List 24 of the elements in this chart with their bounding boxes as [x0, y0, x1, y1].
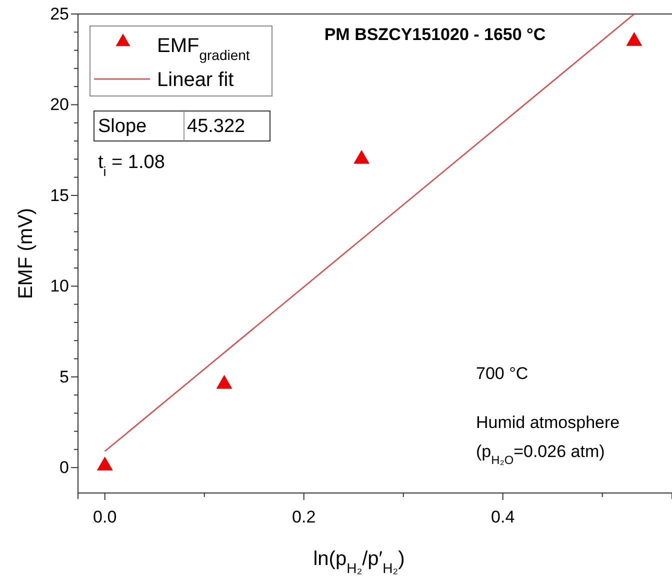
- point: [626, 32, 642, 46]
- annotation: (p$_{H₂O}$=0.026 atm): [476, 442, 605, 467]
- annotation: Slope: [98, 116, 147, 137]
- x-tick-label: 0.4: [491, 507, 515, 526]
- point: [354, 150, 370, 164]
- x-axis-title: ln(p$_{H₂}$/p′$_{H₂}$): [313, 548, 405, 576]
- y-tick-label: 10: [50, 276, 69, 296]
- annotation: Humid atmosphere: [476, 413, 620, 432]
- text: PM BSZCY151020 - 1650 °C: [324, 25, 546, 44]
- annotation: 700 °C: [476, 364, 528, 383]
- x-tick-label: 0.2: [292, 507, 316, 526]
- point: [96, 456, 113, 470]
- y-tick-label: 20: [50, 95, 69, 114]
- x-tick-label: 0.0: [93, 507, 117, 526]
- y-tick-label: 0: [60, 458, 69, 478]
- legend-label: Linear fit: [157, 69, 234, 91]
- y-tick-label: 5: [60, 367, 69, 386]
- legend-label: EMF$_{gradient}$: [157, 35, 250, 63]
- annotation: 45.322: [187, 116, 246, 137]
- annotation: t$_{i}$ = 1.08: [98, 152, 165, 178]
- y-tick-label: 15: [50, 186, 69, 205]
- y-tick-label: 25: [50, 4, 69, 24]
- point: [216, 374, 232, 389]
- y-axis-title: EMF (mV): [15, 208, 37, 300]
